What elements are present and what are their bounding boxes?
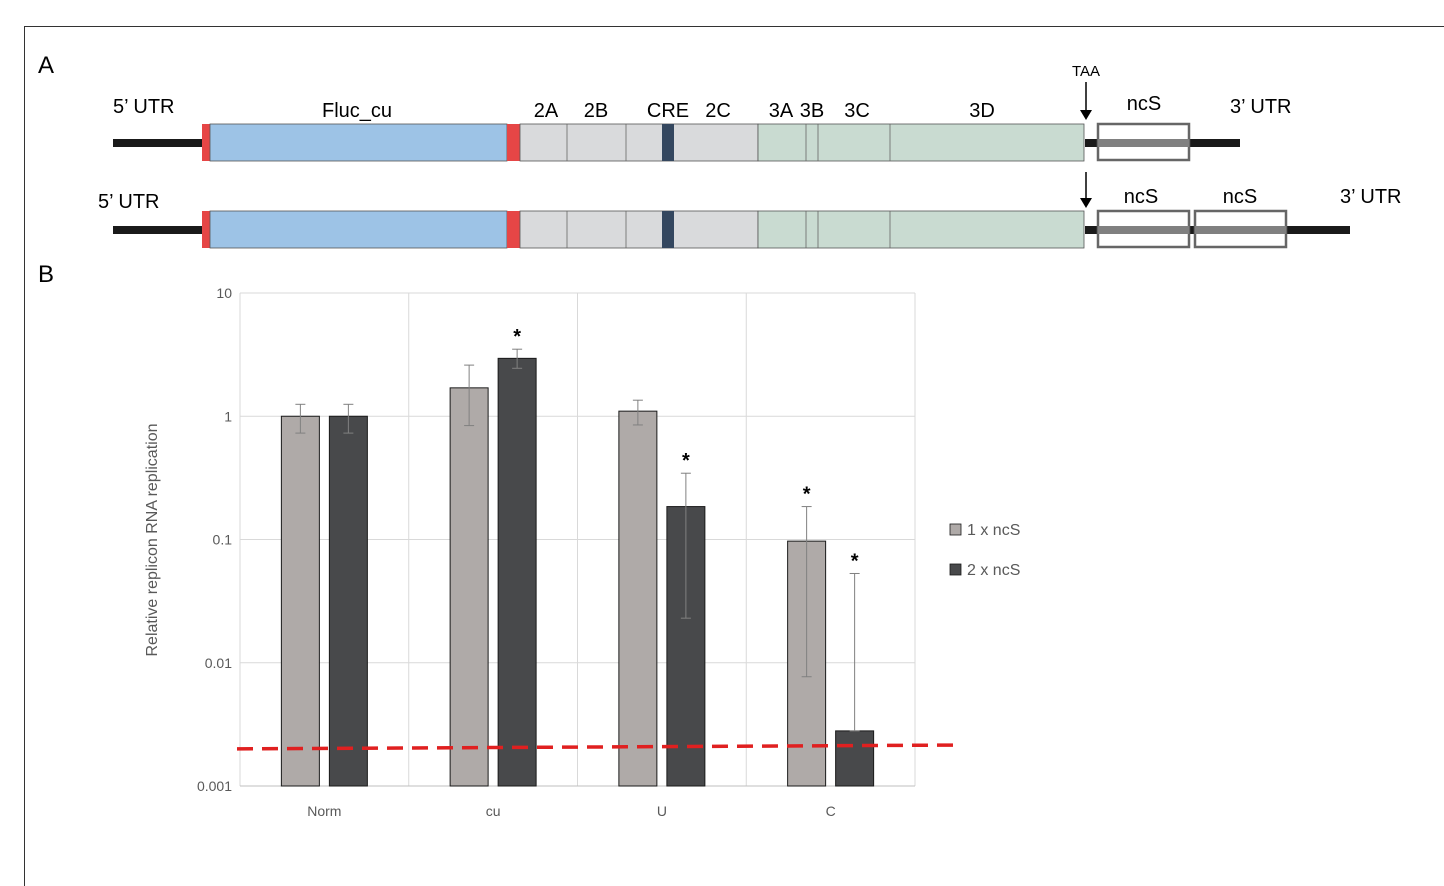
utr-3-label: 3’ UTR xyxy=(1340,186,1401,208)
cre-segment xyxy=(662,124,674,161)
y-tick-label: 10 xyxy=(216,285,232,301)
utr-5-label: 5’ UTR xyxy=(113,96,174,118)
legend-label: 1 x ncS xyxy=(967,522,1020,539)
ncs-label: ncS xyxy=(1124,186,1158,208)
bar xyxy=(618,410,658,787)
signal-segment xyxy=(202,211,210,248)
panel-a: A 5’ UTR 3’ UTR Fluc_cu 2A 2B CRE xyxy=(38,52,1401,249)
bar xyxy=(328,415,368,787)
utr-5-label: 5’ UTR xyxy=(98,191,159,213)
panel-a-label: A xyxy=(38,52,54,79)
x-tick-label: cu xyxy=(486,803,501,819)
bar xyxy=(497,357,537,787)
p2-segment xyxy=(519,123,759,162)
legend-swatch xyxy=(949,563,962,576)
region-label-3a: 3A xyxy=(769,100,794,122)
region-label-2c: 2C xyxy=(705,100,731,122)
region-label-3b: 3B xyxy=(800,100,824,122)
detection-limit-line xyxy=(236,743,961,751)
region-label-cre: CRE xyxy=(647,100,689,122)
p3-segment xyxy=(757,123,1085,162)
ncs-label: ncS xyxy=(1223,186,1257,208)
stop-arrow-icon xyxy=(1080,198,1092,208)
y-axis-label: Relative replicon RNA replication xyxy=(144,424,161,657)
y-tick-label: 0.01 xyxy=(205,655,232,671)
signal-segment xyxy=(202,124,210,161)
figure-frame xyxy=(24,26,1444,886)
p3-segment xyxy=(757,210,1085,249)
p2-segment xyxy=(519,210,759,249)
region-label-2a: 2A xyxy=(534,100,559,122)
y-tick-label: 0.001 xyxy=(197,778,232,794)
region-label-3d: 3D xyxy=(969,100,995,122)
significance-marker: * xyxy=(803,484,811,506)
bar xyxy=(449,387,489,787)
x-tick-label: U xyxy=(657,803,667,819)
legend-label: 2 x ncS xyxy=(967,562,1020,579)
y-tick-label: 0.1 xyxy=(213,532,233,548)
ncs-label: ncS xyxy=(1127,93,1161,115)
x-tick-label: C xyxy=(826,803,836,819)
bar xyxy=(835,730,875,787)
cre-segment xyxy=(662,211,674,248)
significance-marker: * xyxy=(513,326,521,348)
significance-marker: * xyxy=(851,550,859,572)
panel-b: B 0.001 0.01 0.1 1 10 Norm * cu * U * * C Relative re… xyxy=(38,261,1020,819)
bar xyxy=(280,415,320,787)
utr-3-label: 3’ UTR xyxy=(1230,96,1291,118)
panel-b-label: B xyxy=(38,261,54,288)
signal-segment xyxy=(507,124,520,161)
x-tick-label: Norm xyxy=(307,803,341,819)
construct-2: 5’ UTR 3’ UTR ncS ncS xyxy=(98,172,1401,249)
fluc-segment xyxy=(209,123,508,162)
region-label-2b: 2B xyxy=(584,100,608,122)
fluc-segment xyxy=(209,210,508,249)
legend-swatch xyxy=(949,523,962,536)
region-label-3c: 3C xyxy=(844,100,870,122)
construct-1: 5’ UTR 3’ UTR Fluc_cu 2A 2B CRE 2C 3A 3B… xyxy=(113,63,1291,162)
stop-codon-label: TAA xyxy=(1072,63,1100,80)
bar-chart: 0.001 0.01 0.1 1 10 Norm * cu * U * * C Relative repl… xyxy=(144,285,1020,819)
significance-marker: * xyxy=(682,450,690,472)
y-tick-label: 1 xyxy=(224,408,232,424)
region-label-fluc: Fluc_cu xyxy=(322,100,392,122)
signal-segment xyxy=(507,211,520,248)
stop-arrow-icon xyxy=(1080,110,1092,120)
figure: A 5’ UTR 3’ UTR Fluc_cu 2A 2B CRE xyxy=(38,52,1401,819)
